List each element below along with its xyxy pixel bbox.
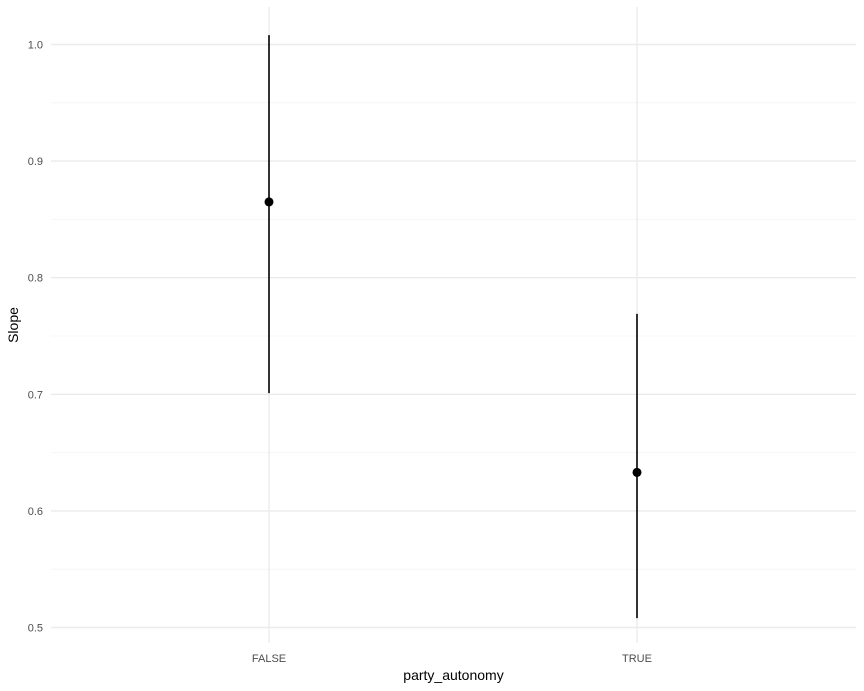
x-axis-ticks: FALSE TRUE: [252, 653, 652, 665]
y-tick-label: 0.6: [28, 506, 43, 518]
y-tick-label: 1.0: [28, 40, 43, 52]
y-tick-label: 0.8: [28, 273, 43, 285]
y-tick-label: 0.7: [28, 389, 43, 401]
y-tick-label: 0.9: [28, 156, 43, 168]
x-tick-label: FALSE: [252, 653, 286, 665]
y-axis-ticks: 0.5 0.6 0.7 0.8 0.9 1.0: [28, 40, 43, 635]
data-marks: [264, 35, 642, 619]
data-point: [632, 467, 642, 477]
grid-minor: [51, 102, 856, 570]
y-tick-label: 0.5: [28, 623, 43, 635]
x-axis-title: party_autonomy: [403, 667, 503, 683]
data-point: [264, 197, 274, 207]
x-tick-label: TRUE: [622, 653, 652, 665]
y-axis-title: Slope: [5, 307, 21, 343]
